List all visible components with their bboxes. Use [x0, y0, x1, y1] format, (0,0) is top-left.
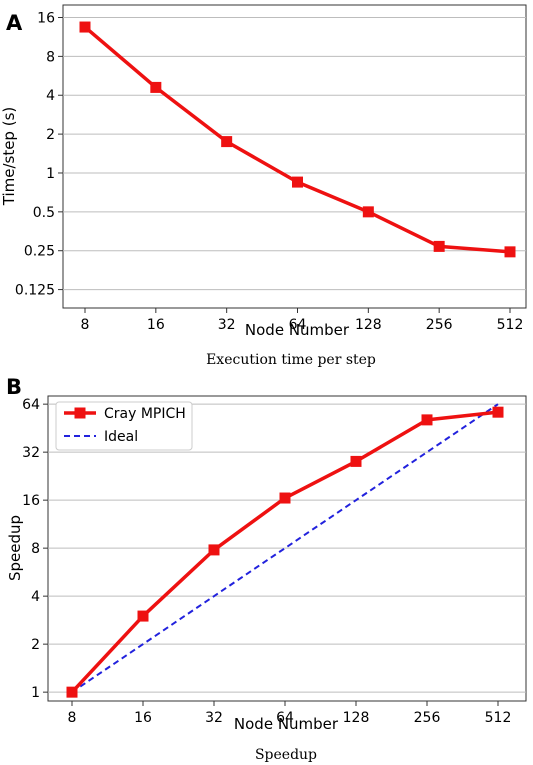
chart-b-series-line-cray-mpich: [70, 410, 499, 694]
chart-a-data-point: [79, 21, 91, 33]
chart-b-x-tick-label: 512: [485, 710, 512, 726]
chart-b-y-tick-label: 8: [31, 541, 40, 557]
chart-a-x-ticks: 8 16 32 64 128 256 512: [81, 308, 524, 333]
chart-a-data-point: [150, 81, 162, 93]
chart-b-y-tick-label: 4: [31, 589, 40, 605]
chart-a-series-line-time-per-step: [83, 25, 511, 254]
chart-a-x-tick-label: 64: [289, 317, 307, 333]
chart-a-y-tick-label: 0.125: [15, 283, 55, 299]
chart-a-data-point: [292, 176, 303, 188]
chart-b-x-axis-label: Node Number: [234, 715, 339, 733]
chart-b-x-ticks: 8 16 32 64 128 256 512: [68, 701, 512, 726]
chart-a-grid: [63, 17, 526, 291]
legend-marker-cray-mpich: [74, 407, 86, 419]
chart-b-y-tick-label: 32: [22, 445, 40, 461]
chart-a-y-tick-label: 2: [46, 127, 55, 143]
legend-label-ideal: Ideal: [104, 429, 138, 445]
chart-a-x-tick-label: 128: [355, 317, 382, 333]
chart-a-x-tick-label: 8: [81, 317, 90, 333]
chart-b-data-point: [350, 455, 362, 467]
chart-b-data-point: [137, 610, 149, 622]
chart-a-x-axis-label: Node Number: [245, 321, 350, 339]
chart-b-data-point: [492, 406, 504, 418]
chart-b-data-point: [208, 544, 220, 556]
chart-a-y-tick-label: 8: [46, 49, 55, 65]
chart-b-data-point: [279, 492, 291, 504]
chart-b-y-tick-label: 16: [22, 493, 40, 509]
chart-a-y-tick-label: 4: [46, 88, 55, 104]
chart-b-y-tick-label: 64: [22, 397, 40, 413]
chart-b-x-tick-label: 256: [414, 710, 441, 726]
legend-label-cray-mpich: Cray MPICH: [104, 406, 186, 422]
chart-a-data-point: [221, 136, 233, 148]
chart-a-data-point: [504, 246, 516, 258]
chart-b-x-tick-label: 32: [205, 710, 223, 726]
chart-a-y-axis-label: Time/step (s): [0, 107, 18, 207]
caption-b: Speedup: [255, 747, 317, 763]
chart-b-data-point: [421, 414, 433, 426]
chart-a-x-tick-label: 256: [426, 317, 453, 333]
panel-b-letter: B: [6, 375, 22, 399]
chart-b-y-ticks: 1 2 4 8 16 32 64: [22, 397, 48, 701]
chart-b-y-tick-label: 1: [31, 685, 40, 701]
chart-a: 0.125 0.25 0.5 1 2 4 8 16 8 16 32 64 128 256 512 Node…: [0, 4, 527, 339]
chart-b-x-tick-label: 8: [68, 710, 77, 726]
caption-a: Execution time per step: [206, 352, 376, 368]
chart-b-series-line-ideal: [71, 403, 499, 693]
chart-b-x-tick-label: 128: [343, 710, 370, 726]
chart-b: 1 2 4 8 16 32 64 8 16 32 64 128 256 512 Cray MPICH I…: [6, 395, 527, 733]
chart-b-y-axis-label: Speedup: [6, 515, 24, 581]
chart-a-x-tick-label: 32: [218, 317, 236, 333]
chart-a-plot-area: [62, 4, 527, 309]
chart-b-x-tick-label: 64: [276, 710, 294, 726]
chart-b-x-tick-label: 16: [134, 710, 152, 726]
chart-a-data-point: [362, 206, 374, 218]
chart-b-y-tick-label: 2: [31, 637, 40, 653]
chart-a-data-point: [433, 240, 445, 252]
chart-a-series: [79, 21, 516, 258]
chart-a-y-ticks: 0.125 0.25 0.5 1 2 4 8 16: [15, 11, 63, 299]
chart-a-y-tick-label: 1: [46, 166, 55, 182]
chart-a-y-tick-label: 16: [37, 11, 55, 27]
panel-a-letter: A: [6, 11, 23, 35]
chart-b-data-point: [66, 686, 78, 698]
chart-a-x-tick-label: 16: [147, 317, 165, 333]
chart-a-x-tick-label: 512: [497, 317, 524, 333]
chart-b-legend: Cray MPICH Ideal: [55, 401, 193, 451]
chart-b-series: [66, 403, 504, 698]
chart-a-y-tick-label: 0.5: [33, 205, 55, 221]
chart-a-y-tick-label: 0.25: [24, 244, 55, 260]
